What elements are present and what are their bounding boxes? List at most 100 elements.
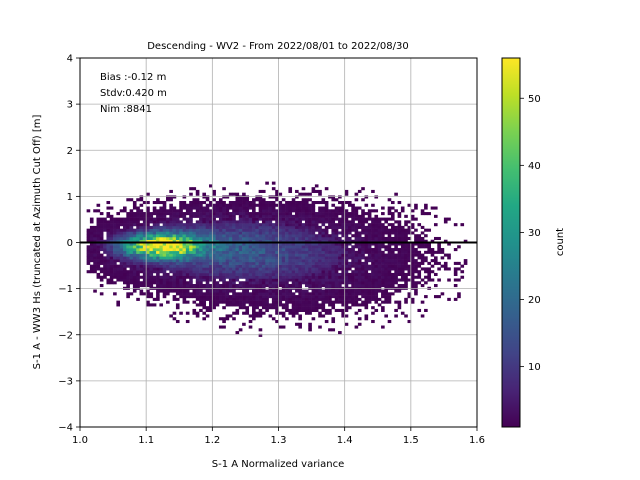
heatmap-cell: [371, 223, 375, 227]
heatmap-cell: [324, 259, 329, 263]
heatmap-cell: [136, 217, 140, 221]
heatmap-cell: [215, 275, 220, 279]
heatmap-cell: [132, 261, 137, 265]
heatmap-cell: [338, 245, 342, 249]
heatmap-cell: [354, 225, 359, 229]
heatmap-cell: [136, 278, 140, 282]
heatmap-cell: [185, 272, 190, 277]
heatmap-cell: [149, 272, 154, 277]
heatmap-cell: [199, 259, 203, 263]
heatmap-cell: [291, 239, 296, 243]
heatmap-cell: [308, 311, 312, 315]
heatmap-cell: [357, 270, 362, 274]
heatmap-cell: [291, 297, 296, 301]
heatmap-cell: [235, 212, 240, 216]
heatmap-cell: [367, 292, 372, 296]
heatmap-cell: [433, 236, 438, 241]
heatmap-cell: [172, 236, 177, 241]
heatmap-cell: [195, 303, 200, 307]
heatmap-cell: [242, 192, 246, 196]
heatmap-cell: [159, 259, 164, 263]
heatmap-cell: [271, 239, 276, 243]
heatmap-cell: [258, 195, 263, 199]
heatmap-cell: [308, 206, 312, 210]
heatmap-cell: [281, 297, 286, 301]
heatmap-cell: [182, 236, 187, 241]
heatmap-cell: [185, 256, 190, 260]
heatmap-cell: [381, 217, 385, 221]
heatmap-cell: [215, 225, 220, 229]
heatmap-cell: [126, 292, 130, 296]
heatmap-cell: [341, 272, 345, 277]
heatmap-cell: [324, 261, 329, 265]
heatmap-cell: [179, 214, 183, 218]
heatmap-cell: [212, 306, 216, 310]
heatmap-cell: [265, 278, 269, 282]
heatmap-cell: [215, 223, 220, 227]
heatmap-cell: [235, 292, 240, 296]
heatmap-cell: [232, 295, 236, 299]
heatmap-cell: [268, 206, 273, 210]
heatmap-cell: [142, 281, 147, 285]
heatmap-cell: [209, 300, 213, 304]
heatmap-cell: [255, 195, 259, 199]
heatmap-cell: [344, 275, 349, 279]
heatmap-cell: [341, 253, 345, 257]
heatmap-cell: [308, 278, 312, 282]
heatmap-cell: [268, 236, 273, 241]
heatmap-cell: [314, 281, 319, 285]
heatmap-cell: [116, 223, 120, 227]
heatmap-cell: [400, 245, 405, 249]
heatmap-cell: [245, 231, 250, 235]
heatmap-cell: [371, 311, 375, 315]
heatmap-cell: [308, 234, 312, 238]
heatmap-cell: [252, 275, 256, 279]
heatmap-cell: [152, 253, 157, 257]
heatmap-cell: [278, 275, 283, 279]
heatmap-cell: [185, 264, 190, 268]
heatmap-cell: [182, 284, 187, 288]
heatmap-cell: [139, 212, 144, 216]
heatmap-cell: [258, 206, 263, 210]
heatmap-cell: [265, 253, 269, 257]
heatmap-cell: [225, 195, 230, 199]
heatmap-cell: [427, 248, 431, 252]
heatmap-cell: [142, 234, 147, 238]
heatmap-cell: [275, 289, 279, 293]
heatmap-cell: [311, 261, 316, 265]
heatmap-cell: [271, 278, 276, 282]
heatmap-cell: [354, 284, 359, 288]
heatmap-cell: [390, 278, 395, 282]
heatmap-cell: [232, 212, 236, 216]
heatmap-cell: [209, 250, 213, 254]
heatmap-cell: [271, 245, 276, 249]
heatmap-cell: [364, 281, 369, 285]
heatmap-cell: [271, 267, 276, 271]
heatmap-cell: [321, 267, 326, 271]
heatmap-cell: [301, 203, 306, 207]
heatmap-cell: [301, 209, 306, 213]
heatmap-cell: [238, 253, 243, 257]
heatmap-cell: [410, 248, 415, 252]
heatmap-cell: [384, 256, 388, 260]
heatmap-cell: [235, 209, 240, 213]
heatmap-cell: [265, 270, 269, 274]
heatmap-cell: [314, 225, 319, 229]
heatmap-cell: [103, 223, 107, 227]
heatmap-cell: [228, 253, 233, 257]
heatmap-cell: [304, 217, 309, 221]
heatmap-cell: [199, 297, 203, 301]
heatmap-cell: [175, 231, 180, 235]
heatmap-cell: [258, 295, 263, 299]
heatmap-cell: [218, 198, 223, 202]
heatmap-cell: [175, 234, 180, 238]
heatmap-cell: [252, 253, 256, 257]
heatmap-cell: [400, 259, 405, 263]
heatmap-cell: [242, 264, 246, 268]
heatmap-cell: [209, 261, 213, 265]
heatmap-cell: [205, 195, 210, 199]
heatmap-cell: [228, 259, 233, 263]
heatmap-cell: [175, 275, 180, 279]
heatmap-cell: [308, 306, 312, 310]
heatmap-cell: [397, 220, 402, 224]
